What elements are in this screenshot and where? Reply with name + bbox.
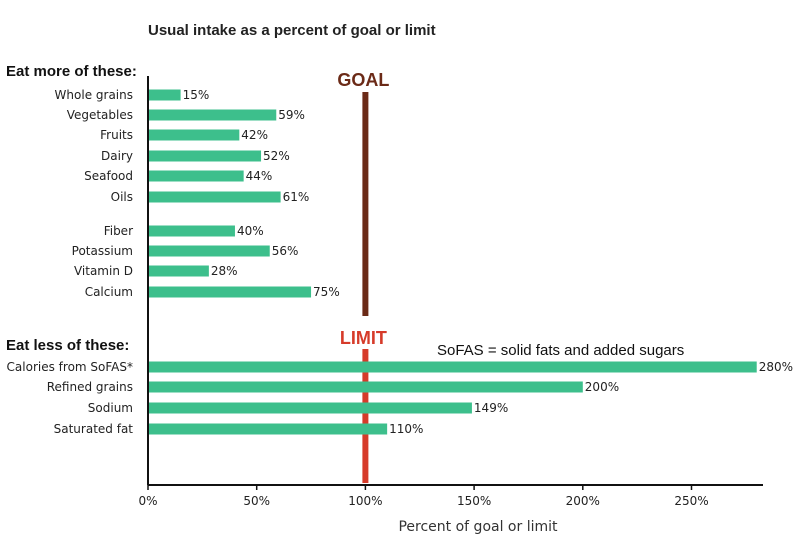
value-label: 42% <box>241 128 268 142</box>
section-label: Eat more of these: <box>6 63 137 80</box>
category-label: Calcium <box>85 285 133 299</box>
section-label: Eat less of these: <box>6 337 129 354</box>
bar <box>148 423 388 435</box>
chart-title: Usual intake as a percent of goal or lim… <box>148 22 436 39</box>
x-tick-label: 100% <box>348 494 382 508</box>
value-label: 61% <box>283 190 310 204</box>
category-label: Calories from SoFAS* <box>7 360 133 374</box>
bar <box>148 245 270 257</box>
value-label: 75% <box>313 285 340 299</box>
category-label: Oils <box>111 190 133 204</box>
bar <box>148 109 277 121</box>
chart-marks: Eat more of these: Whole grains 15% Vegetab… <box>6 63 793 508</box>
bar <box>148 265 209 277</box>
category-label: Potassium <box>72 244 133 258</box>
chart-note: SoFAS = solid fats and added sugars <box>437 342 684 359</box>
value-label: 59% <box>278 108 305 122</box>
bar <box>148 286 312 298</box>
goal-label: GOAL <box>337 70 389 90</box>
value-label: 200% <box>585 380 619 394</box>
category-label: Refined grains <box>47 380 133 394</box>
category-label: Sodium <box>88 401 133 415</box>
category-label: Saturated fat <box>54 422 134 436</box>
x-tick-label: 50% <box>243 494 270 508</box>
category-label: Whole grains <box>55 88 133 102</box>
x-tick-label: 250% <box>674 494 708 508</box>
value-label: 56% <box>272 244 299 258</box>
bar <box>148 129 240 141</box>
value-label: 40% <box>237 224 264 238</box>
bar <box>148 150 262 162</box>
category-label: Fiber <box>104 224 133 238</box>
bar <box>148 361 757 373</box>
value-label: 28% <box>211 264 238 278</box>
x-tick-label: 200% <box>566 494 600 508</box>
value-label: 44% <box>246 169 273 183</box>
category-label: Vitamin D <box>74 264 133 278</box>
bar <box>148 170 244 182</box>
bar <box>148 89 181 101</box>
bar <box>148 191 281 203</box>
x-tick-label: 150% <box>457 494 491 508</box>
value-label: 280% <box>759 360 793 374</box>
category-label: Fruits <box>100 128 133 142</box>
limit-label: LIMIT <box>340 328 387 348</box>
category-label: Dairy <box>101 149 133 163</box>
value-label: 52% <box>263 149 290 163</box>
value-label: 110% <box>389 422 423 436</box>
value-label: 15% <box>183 88 210 102</box>
bar <box>148 381 583 393</box>
value-label: 149% <box>474 401 508 415</box>
bar <box>148 225 235 237</box>
x-tick-label: 0% <box>138 494 157 508</box>
x-axis-label: Percent of goal or limit <box>398 519 558 535</box>
category-label: Vegetables <box>67 108 133 122</box>
category-label: Seafood <box>84 169 133 183</box>
bar <box>148 402 472 414</box>
